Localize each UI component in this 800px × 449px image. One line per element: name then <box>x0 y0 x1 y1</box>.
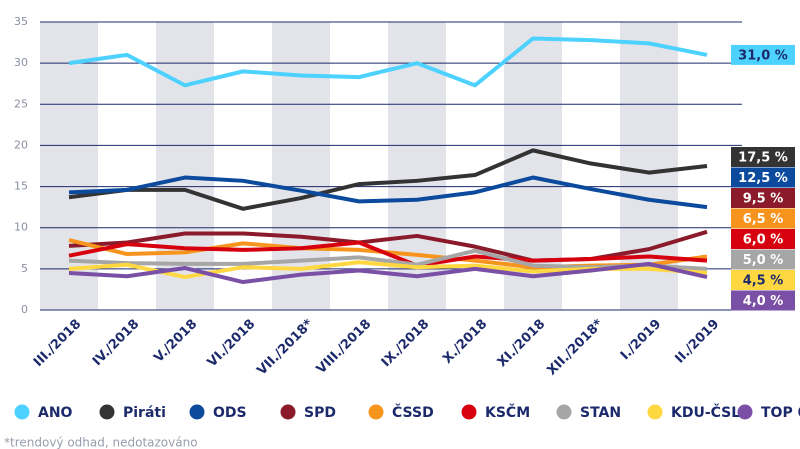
value-label-box <box>731 290 795 311</box>
series-line <box>68 175 708 210</box>
value-label-box <box>731 44 795 65</box>
legend-label: KDU-ČSL <box>671 403 740 421</box>
x-tick-label: X./2018 <box>440 317 490 367</box>
value-label: 5,0 % <box>743 253 784 268</box>
y-tick-label: 20 <box>14 138 28 151</box>
legend-swatch <box>99 404 115 420</box>
x-tick-label: I./2019 <box>618 317 664 363</box>
legend-swatch <box>14 404 30 420</box>
x-tick-label: IV./2018 <box>90 317 142 369</box>
legend-label: ODS <box>213 405 247 421</box>
value-label-box <box>731 270 795 290</box>
value-label-box <box>731 249 795 270</box>
legend-label: SPD <box>304 405 336 421</box>
x-tick-label: XII./2018* <box>545 317 607 379</box>
legend-label: Piráti <box>123 405 166 421</box>
x-tick-label: VII./2018* <box>254 317 316 379</box>
series-line <box>68 36 708 88</box>
legend-label: ANO <box>38 405 73 421</box>
legend-swatch <box>647 404 663 420</box>
x-tick-label: XI./2018 <box>495 317 549 371</box>
x-tick-label: VI./2018 <box>205 317 259 371</box>
y-tick-label: 10 <box>14 221 28 234</box>
footnote: *trendový odhad, nedotazováno <box>4 436 198 449</box>
legend-swatch <box>556 404 572 420</box>
y-tick-label: 30 <box>14 56 28 69</box>
legend-label: TOP 09 <box>761 405 800 421</box>
legend-label: STAN <box>580 405 621 421</box>
y-tick-label: 25 <box>14 97 28 110</box>
legend-swatch <box>189 404 205 420</box>
x-tick-label: VIII./2018 <box>314 317 374 377</box>
value-label-box <box>731 188 795 208</box>
value-label-box <box>731 229 795 249</box>
y-tick-label: 0 <box>21 303 28 316</box>
x-tick-label: III./2018 <box>31 317 84 370</box>
legend-label: KSČM <box>485 403 530 421</box>
value-label: 12,5 % <box>738 171 788 186</box>
y-tick-label: 15 <box>14 180 28 193</box>
y-tick-label: 35 <box>14 15 28 28</box>
value-label-box <box>731 147 795 167</box>
value-label: 4,0 % <box>743 294 784 309</box>
x-tick-label: V./2018 <box>151 317 200 366</box>
value-label: 17,5 % <box>738 151 788 166</box>
value-label: 6,5 % <box>743 212 784 227</box>
legend-label: ČSSD <box>392 403 434 421</box>
value-label: 4,5 % <box>743 274 784 289</box>
value-label: 6,0 % <box>743 233 784 248</box>
value-label-box <box>731 167 795 188</box>
value-label: 9,5 % <box>743 192 784 207</box>
legend-swatch <box>737 404 753 420</box>
legend-swatch <box>368 404 384 420</box>
series-line <box>68 261 708 285</box>
series-line <box>68 240 708 268</box>
y-tick-label: 5 <box>21 262 28 275</box>
series-line <box>68 148 708 211</box>
x-tick-label: IX./2018 <box>379 317 433 371</box>
value-label-box <box>731 208 795 229</box>
legend-swatch <box>280 404 296 420</box>
value-label: 31,0 % <box>738 48 788 63</box>
x-tick-label: II./2019 <box>672 317 722 367</box>
legend-swatch <box>461 404 477 420</box>
